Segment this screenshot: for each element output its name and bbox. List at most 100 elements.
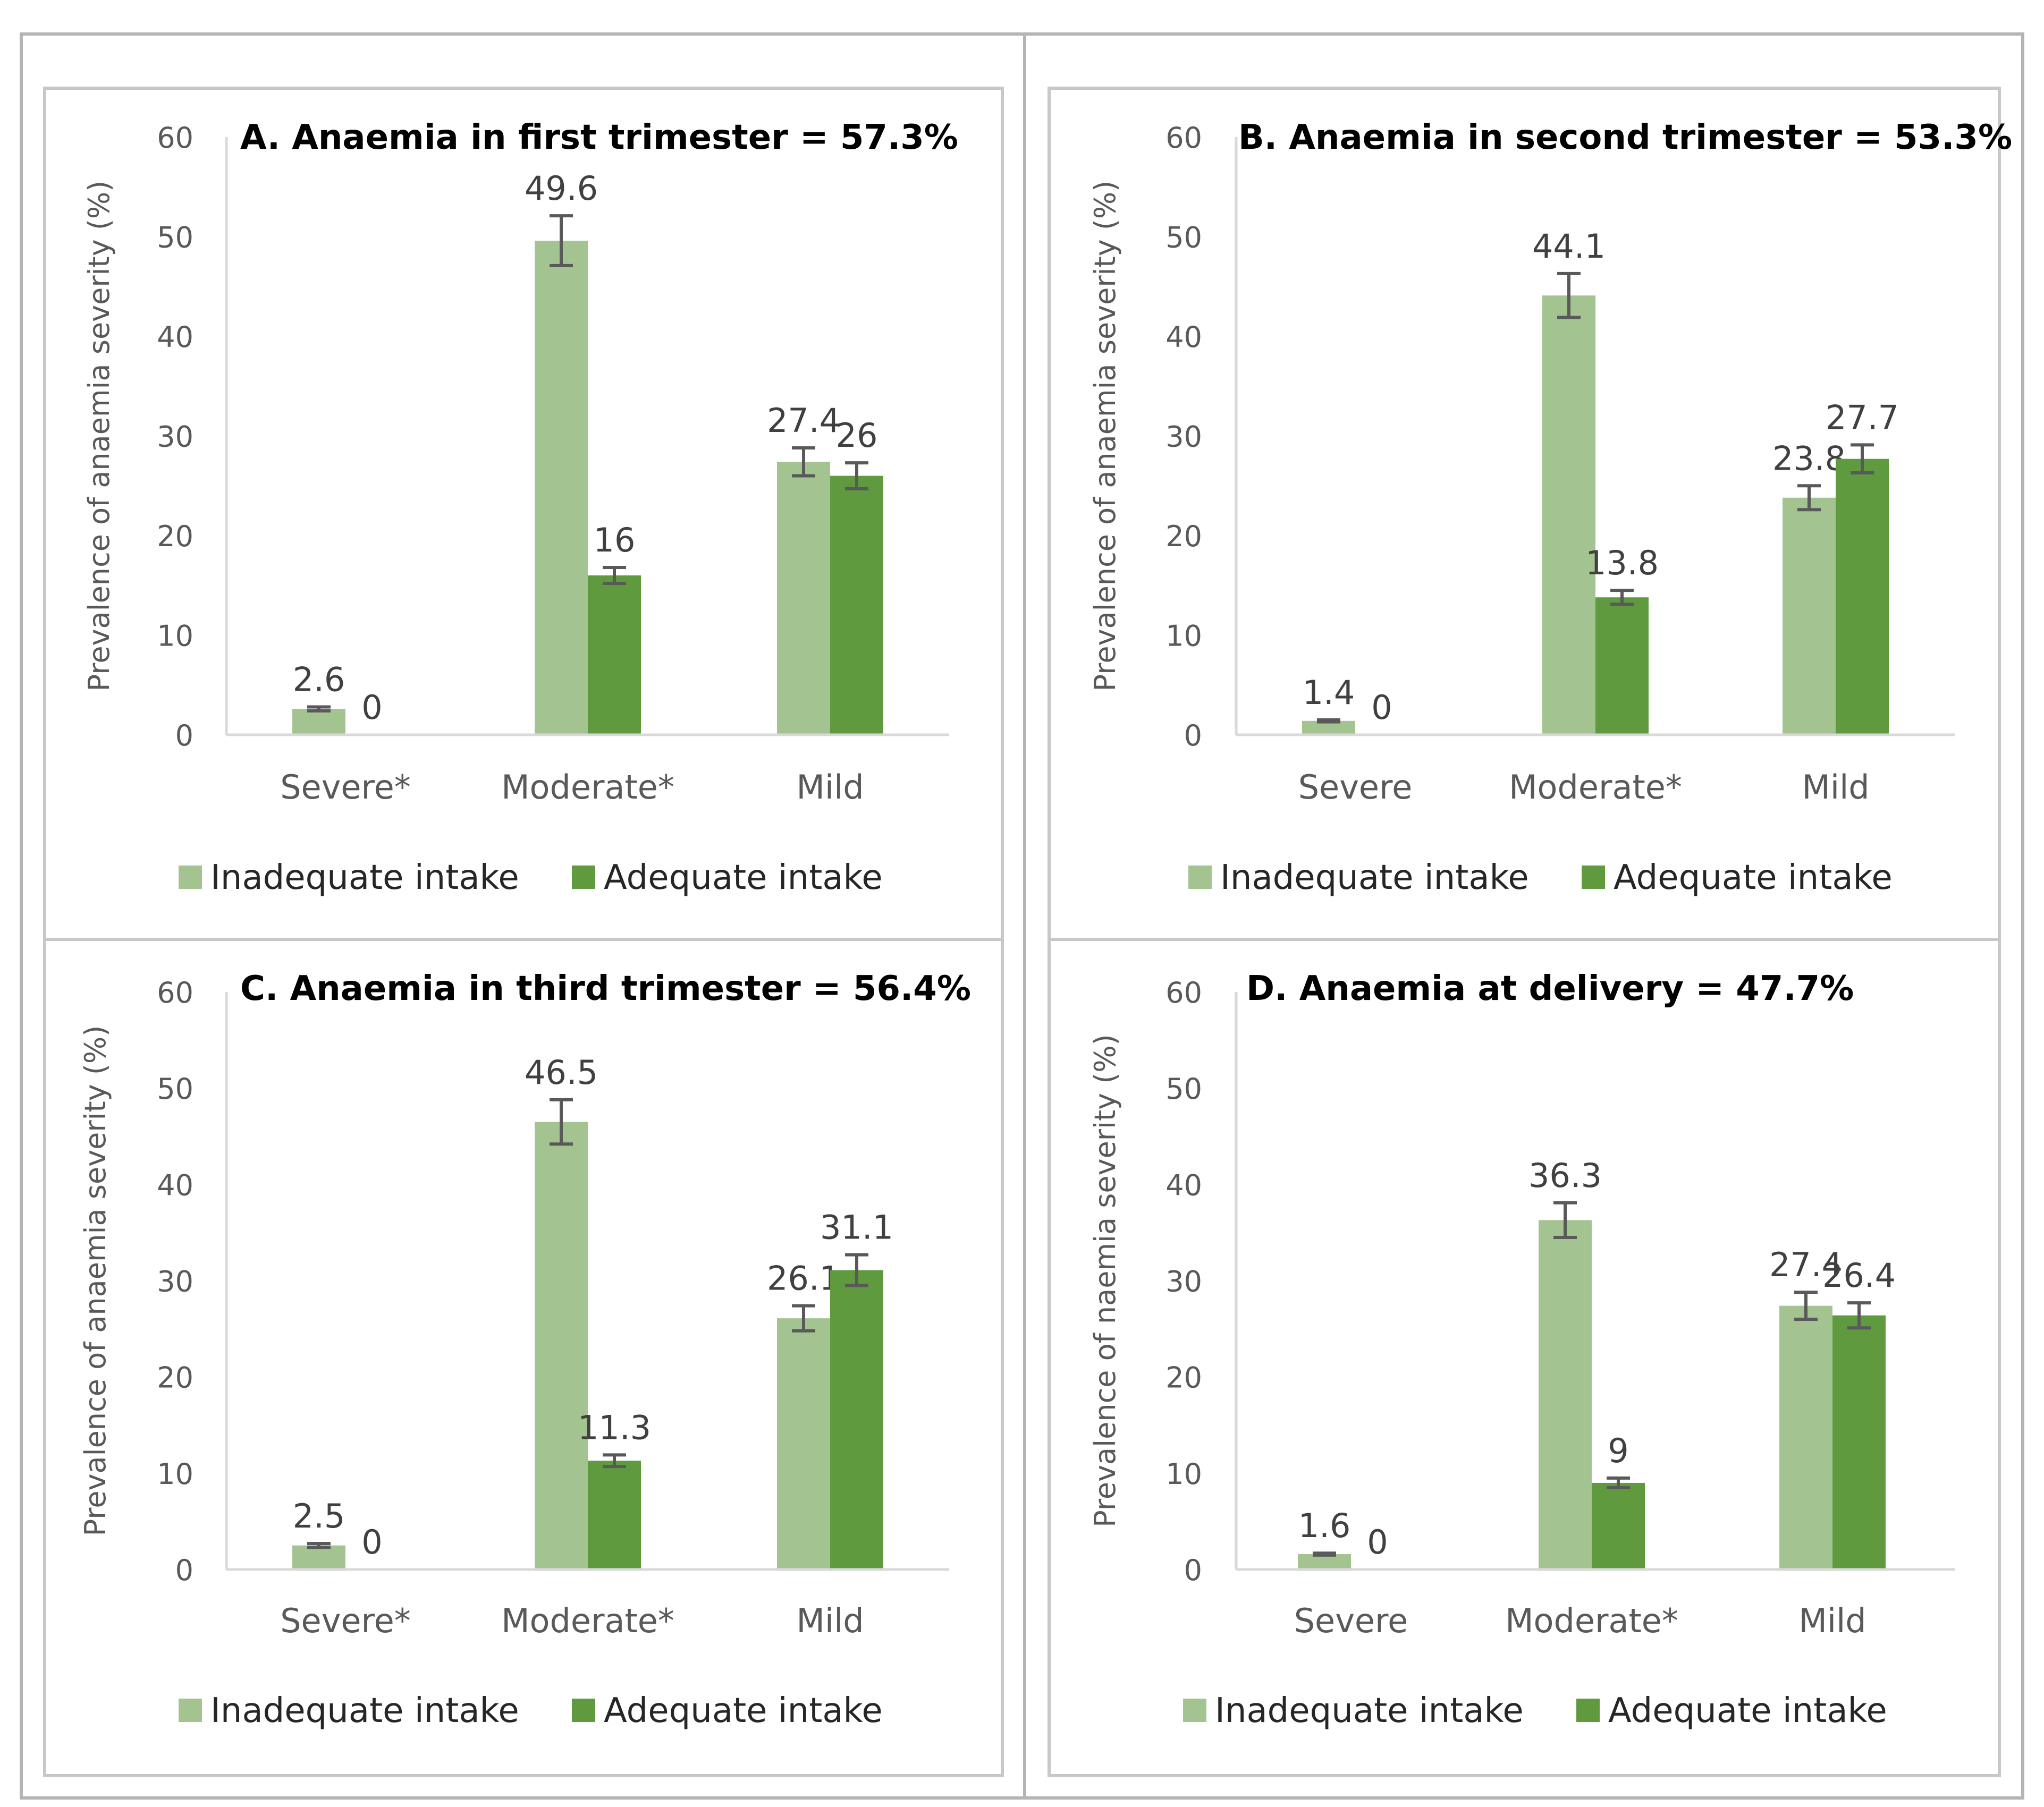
error-bar	[603, 1453, 626, 1469]
y-tick-label: 10	[157, 1457, 193, 1491]
bar	[830, 476, 883, 735]
y-axis-label: Prevalence of anaemia severity (%)	[82, 181, 116, 692]
y-tick-label: 60	[157, 121, 193, 155]
legend-label: Adequate intake	[1614, 858, 1893, 897]
bar	[1298, 1554, 1351, 1570]
bar	[1542, 295, 1595, 735]
error-bar	[307, 1542, 331, 1549]
error-bar	[1607, 1476, 1630, 1490]
legend-label: Adequate intake	[604, 858, 883, 897]
data-label: 9	[1608, 1431, 1628, 1470]
x-tick-label: Mild	[796, 768, 864, 807]
legend-label: Adequate intake	[604, 1691, 883, 1730]
data-label: 49.6	[525, 169, 598, 208]
error-bar	[792, 1304, 815, 1333]
bar	[1539, 1220, 1592, 1570]
legend: Inadequate intake Adequate intake	[179, 858, 883, 897]
y-tick-label: 10	[1165, 620, 1202, 653]
error-bar	[1610, 589, 1634, 606]
y-tick-label: 60	[157, 976, 193, 1009]
bar	[1836, 459, 1889, 735]
x-tick-label: Moderate*	[501, 1601, 674, 1640]
data-label: 26.1	[767, 1259, 840, 1298]
error-bar	[307, 705, 331, 712]
bar	[777, 1318, 830, 1570]
error-bar	[550, 1098, 573, 1146]
data-label: 2.5	[293, 1497, 345, 1535]
x-tick-label: Severe	[1294, 1601, 1408, 1640]
data-label: 0	[361, 688, 382, 727]
legend-swatch	[1183, 1699, 1206, 1722]
data-label: 0	[1371, 688, 1392, 727]
bar	[1592, 1482, 1645, 1570]
y-tick-label: 10	[157, 620, 193, 653]
error-bar	[1851, 443, 1874, 474]
panels: A. Anaemia in first trimester = 57.3% Pre…	[43, 87, 2012, 1777]
chart-panel-d: D. Anaemia at delivery = 47.7% Prevalence…	[1048, 938, 2001, 1777]
legend-swatch	[572, 866, 595, 889]
error-bar	[1313, 1551, 1336, 1557]
error-bar	[1847, 1301, 1871, 1330]
data-label: 13.8	[1585, 544, 1659, 582]
error-bar	[845, 1253, 868, 1287]
y-tick-label: 40	[1165, 320, 1202, 354]
y-tick-label: 40	[157, 1168, 193, 1202]
bar	[535, 1122, 588, 1570]
x-tick-label: Severe*	[280, 768, 411, 807]
legend-swatch	[179, 866, 202, 889]
data-label: 44.1	[1532, 227, 1606, 266]
legend-label: Inadequate intake	[1215, 1691, 1524, 1730]
y-tick-label: 50	[1165, 221, 1202, 254]
legend-swatch	[179, 1699, 202, 1722]
bar	[292, 709, 345, 735]
y-tick-label: 0	[1184, 719, 1202, 752]
error-bar	[1794, 1291, 1818, 1321]
chart-title: A. Anaemia in first trimester = 57.3%	[240, 118, 958, 157]
bar	[1832, 1315, 1886, 1570]
x-tick-label: Mild	[1802, 768, 1869, 807]
x-tick-label: Severe	[1298, 768, 1413, 807]
chart-title: C. Anaemia in third trimester = 56.4%	[240, 969, 971, 1008]
x-tick-label: Moderate*	[501, 768, 674, 807]
chart-title: B. Anaemia in second trimester = 53.3%	[1238, 118, 2012, 157]
y-tick-label: 30	[157, 1265, 193, 1299]
legend-label: Inadequate intake	[210, 858, 519, 897]
legend-swatch	[572, 1699, 595, 1722]
x-tick-label: Mild	[1798, 1601, 1866, 1640]
bar	[292, 1545, 345, 1570]
legend-swatch	[1582, 866, 1605, 889]
y-tick-label: 30	[1165, 1265, 1202, 1299]
y-tick-label: 60	[1165, 976, 1202, 1009]
y-tick-label: 20	[1165, 1361, 1202, 1395]
data-label: 0	[361, 1523, 382, 1562]
error-bar	[1797, 484, 1821, 512]
data-label: 26.4	[1822, 1256, 1896, 1295]
x-tick-label: Severe*	[280, 1601, 411, 1640]
data-label: 1.6	[1298, 1506, 1351, 1545]
y-tick-label: 40	[157, 320, 193, 354]
legend-label: Inadequate intake	[210, 1691, 519, 1730]
data-label: 0	[1367, 1523, 1388, 1562]
y-tick-label: 0	[175, 1554, 193, 1587]
data-label: 27.4	[1769, 1245, 1843, 1284]
error-bar	[603, 566, 626, 585]
legend: Inadequate intake Adequate intake	[1188, 858, 1893, 897]
y-tick-label: 0	[1184, 1554, 1202, 1587]
y-tick-label: 20	[157, 1361, 193, 1395]
chart-panel-b: B. Anaemia in second trimester = 53.3% Pr…	[1048, 87, 2012, 941]
y-tick-label: 60	[1165, 121, 1202, 155]
y-tick-label: 0	[175, 719, 193, 752]
bar	[777, 462, 830, 735]
bar	[1783, 497, 1836, 735]
data-label: 1.4	[1303, 673, 1355, 712]
data-label: 2.6	[293, 660, 345, 699]
bar	[535, 241, 588, 735]
y-tick-label: 50	[1165, 1072, 1202, 1106]
legend-swatch	[1576, 1699, 1600, 1722]
data-label: 16	[594, 521, 636, 559]
chart-title: D. Anaemia at delivery = 47.7%	[1246, 969, 1854, 1008]
error-bar	[792, 446, 815, 478]
error-bar	[1553, 1201, 1577, 1239]
error-bar	[550, 214, 573, 267]
y-tick-label: 30	[157, 420, 193, 454]
